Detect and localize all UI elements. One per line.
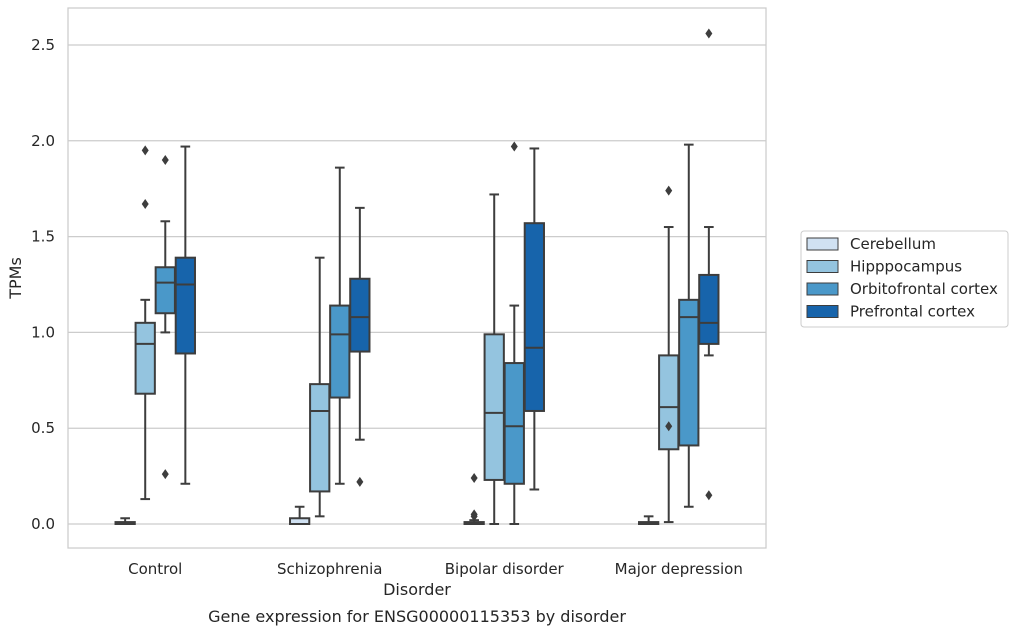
box-cerebellum <box>463 473 485 525</box>
x-tick-labels: Control Schizophrenia Bipolar disorder Majo… <box>128 560 743 578</box>
box-iqr <box>658 354 680 451</box>
outlier-point <box>705 28 713 39</box>
box-prefrontal-cortex <box>698 28 720 501</box>
legend-label: Orbitofrontal cortex <box>850 280 998 298</box>
box-prefrontal-cortex <box>523 147 545 491</box>
box-iqr <box>349 277 371 353</box>
chart-caption: Gene expression for ENSG00000115353 by d… <box>208 607 626 626</box>
box-orbitofrontal-cortex <box>503 141 525 525</box>
box-orbitofrontal-cortex <box>154 154 176 480</box>
box-iqr <box>309 383 331 493</box>
outlier-point <box>510 141 518 152</box>
y-tick-label: 2.0 <box>31 132 55 150</box>
legend-swatch <box>806 305 839 318</box>
box-iqr <box>523 222 545 412</box>
x-tick-label: Schizophrenia <box>277 560 382 578</box>
box-hipppocampus <box>658 185 680 524</box>
y-tick-label: 2.5 <box>31 36 55 54</box>
box-cerebellum <box>638 515 660 525</box>
outlier-point <box>665 421 673 432</box>
legend-label: Hipppocampus <box>850 258 962 276</box>
outlier-point <box>470 473 478 484</box>
box-iqr <box>134 321 156 395</box>
box-iqr <box>698 273 720 345</box>
y-tick-label: 0.5 <box>31 419 55 437</box>
box-iqr <box>174 256 196 355</box>
box-cerebellum <box>289 505 311 526</box>
box-iqr <box>329 304 351 399</box>
legend-label: Prefrontal cortex <box>850 303 975 321</box>
box-prefrontal-cortex <box>349 206 371 487</box>
plot-frame <box>67 7 767 549</box>
legend-swatch <box>806 282 839 296</box>
x-axis-label: Disorder <box>383 580 451 599</box>
box-hipppocampus <box>309 256 331 518</box>
y-tick-labels: 0.0 0.5 1.0 1.5 2.0 2.5 <box>31 36 55 533</box>
outlier-point <box>356 476 364 487</box>
outlier-point <box>665 185 673 196</box>
x-tick-label: Control <box>128 560 182 578</box>
legend-swatch <box>806 237 839 251</box>
y-tick-label: 1.0 <box>31 323 55 341</box>
box-iqr <box>154 266 176 315</box>
legend-frame <box>800 230 1009 328</box>
y-tick-label: 0.0 <box>31 515 55 533</box>
legend-swatch <box>806 260 839 273</box>
box-orbitofrontal-cortex <box>329 166 351 485</box>
box-hipppocampus <box>134 145 156 501</box>
box-orbitofrontal-cortex <box>678 143 700 508</box>
outlier-point <box>141 145 149 156</box>
x-tick-label: Bipolar disorder <box>445 560 565 578</box>
legend-label: Cerebellum <box>850 235 936 253</box>
box-iqr <box>483 333 505 481</box>
x-tick-label: Major depression <box>615 560 743 578</box>
legend: Cerebellum Hipppocampus Orbitofrontal cort… <box>800 230 1009 328</box>
outlier-point <box>141 199 149 210</box>
outlier-point <box>470 511 478 522</box>
outlier-point <box>161 154 169 165</box>
box-groups <box>114 28 720 526</box>
box-iqr <box>678 298 700 447</box>
y-tick-label: 1.5 <box>31 228 55 246</box>
y-axis-label: TPMs <box>6 257 25 300</box>
box-cerebellum <box>114 517 136 525</box>
outlier-point <box>161 469 169 480</box>
outlier-point <box>705 490 713 501</box>
box-iqr <box>503 362 525 485</box>
box-prefrontal-cortex <box>174 145 196 485</box>
